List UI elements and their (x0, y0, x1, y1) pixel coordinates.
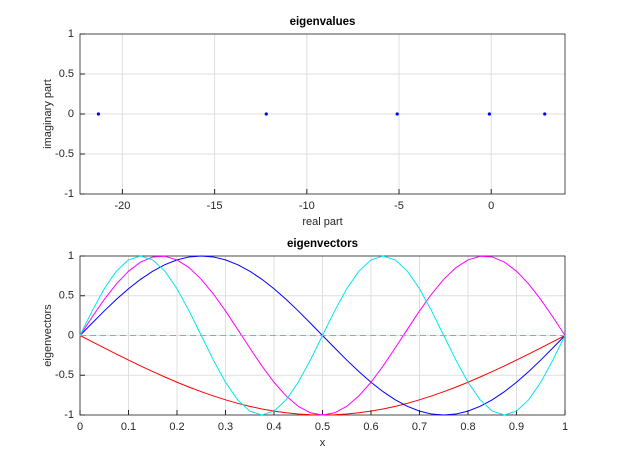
y-axis-label: eigenvectors (42, 304, 54, 367)
y-tick-label: -1 (64, 409, 74, 421)
point (543, 112, 547, 116)
series-line (79, 255, 566, 416)
y-tick-label: -1 (64, 188, 74, 200)
point (395, 112, 399, 116)
y-tick-label: -0.5 (55, 148, 74, 160)
y-tick-label: 0.5 (59, 290, 74, 302)
x-tick-label: -10 (299, 200, 315, 212)
y-tick-label: 0 (68, 108, 74, 120)
chart-title: eigenvalues (290, 16, 356, 28)
y-tick-label: 0 (68, 329, 74, 341)
x-tick-label: 0.3 (218, 421, 233, 433)
x-tick-label: 1 (562, 421, 568, 433)
y-tick-label: 1 (68, 250, 74, 262)
x-axis-label: x (320, 437, 326, 449)
x-tick-label: 0.8 (460, 421, 475, 433)
point (264, 112, 268, 116)
point (96, 112, 101, 116)
y-tick-label: -0.5 (55, 369, 74, 381)
x-tick-label: -15 (207, 200, 223, 212)
x-tick-label: 0.7 (412, 421, 427, 433)
y-tick-label: 0.5 (59, 68, 74, 80)
x-tick-label: 0.4 (266, 421, 281, 433)
y-axis-label: imaginary part (42, 79, 54, 149)
chart-title: eigenvectors (287, 238, 358, 250)
x-tick-label: 0.1 (121, 421, 136, 433)
x-axis-label: real part (302, 216, 342, 228)
point (487, 112, 491, 116)
y-tick-label: 1 (68, 28, 74, 40)
axes-box (79, 33, 566, 195)
x-tick-label: 0.5 (315, 421, 330, 433)
x-tick-label: 0.2 (169, 421, 184, 433)
x-tick-label: 0.9 (509, 421, 524, 433)
x-tick-label: 0 (77, 421, 83, 433)
x-tick-label: 0 (488, 200, 494, 212)
x-tick-label: 0.6 (363, 421, 378, 433)
x-tick-label: -20 (114, 200, 130, 212)
x-tick-label: -5 (394, 200, 404, 212)
